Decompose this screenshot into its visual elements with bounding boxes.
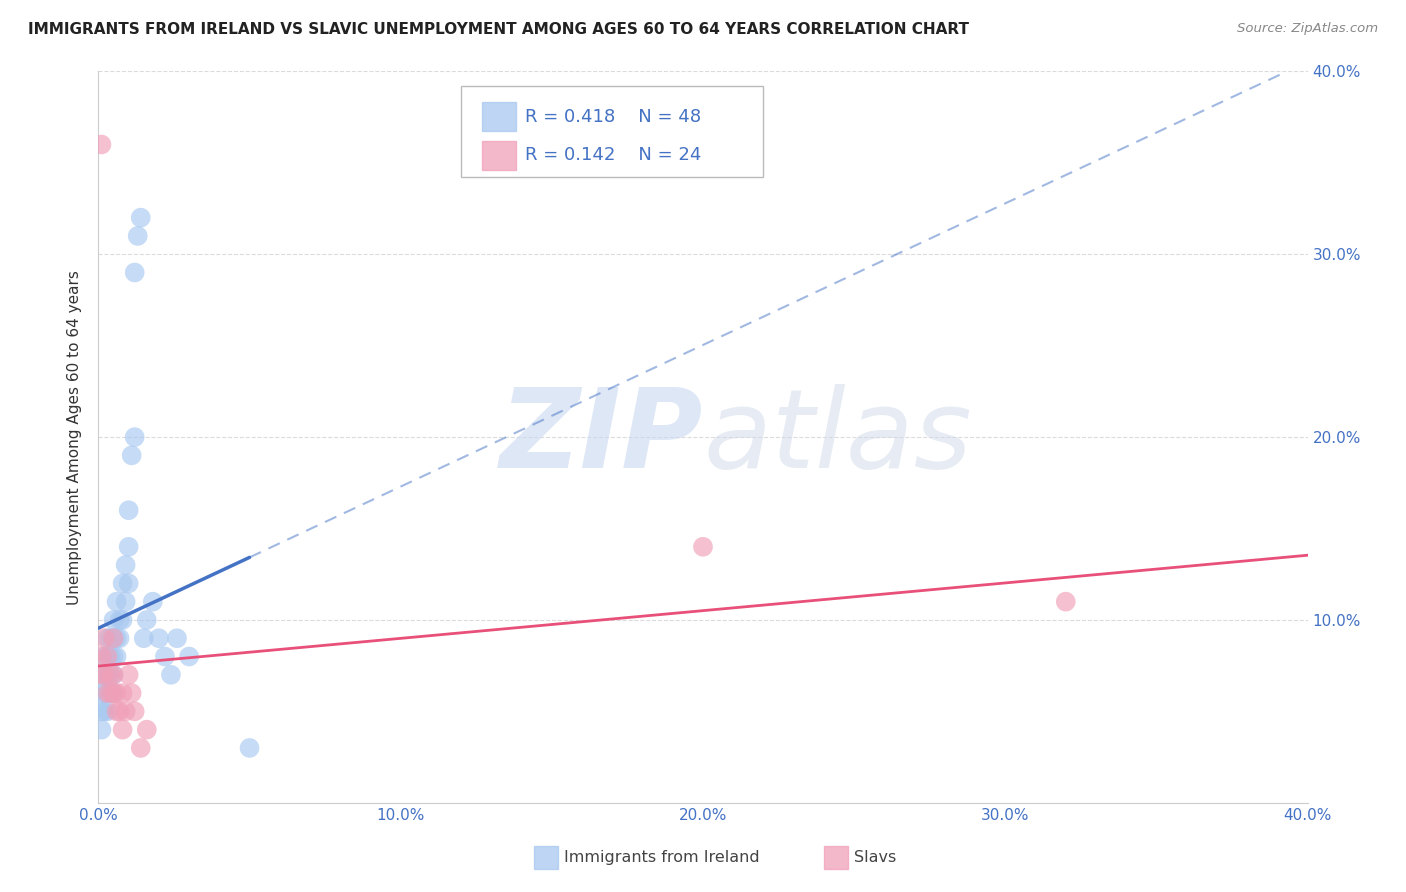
Point (100, 686, 122, 700)
Point (118, 540, 141, 554)
Point (103, 632, 125, 646)
Point (118, 667, 141, 681)
Point (100, 667, 122, 681)
Point (103, 667, 125, 681)
Point (129, 211, 152, 225)
Point (103, 632, 125, 646)
Point (105, 632, 128, 646)
Point (90, 137, 112, 152)
Point (100, 667, 122, 681)
Text: ZIP: ZIP (499, 384, 703, 491)
Bar (824, 846, 848, 870)
Point (129, 740, 152, 755)
Point (96, 705, 118, 719)
Bar (482, 141, 516, 170)
Point (111, 576, 134, 591)
Point (239, 740, 262, 755)
Point (1054, 594, 1077, 608)
Text: Slavs: Slavs (855, 850, 897, 865)
Point (90, 686, 112, 700)
Point (124, 705, 146, 719)
Point (105, 594, 128, 608)
Point (93, 705, 115, 719)
Point (108, 632, 131, 646)
Point (111, 613, 134, 627)
Point (111, 686, 134, 700)
Point (127, 229, 149, 244)
Point (96, 632, 118, 646)
Y-axis label: Unemployment Among Ages 60 to 64 years: Unemployment Among Ages 60 to 64 years (67, 269, 83, 605)
Point (93, 632, 115, 646)
Point (124, 430, 146, 444)
Point (100, 649, 122, 664)
Point (114, 705, 136, 719)
Point (105, 649, 128, 664)
Point (108, 613, 131, 627)
Point (90, 649, 112, 664)
Point (148, 632, 170, 646)
FancyBboxPatch shape (461, 86, 763, 178)
Point (121, 686, 143, 700)
Point (90, 705, 112, 719)
Point (93, 667, 115, 681)
Point (96, 667, 118, 681)
Point (108, 705, 131, 719)
Point (153, 649, 176, 664)
Text: R = 0.418    N = 48: R = 0.418 N = 48 (526, 108, 702, 126)
Text: Immigrants from Ireland: Immigrants from Ireland (564, 850, 759, 865)
Text: IMMIGRANTS FROM IRELAND VS SLAVIC UNEMPLOYMENT AMONG AGES 60 TO 64 YEARS CORRELA: IMMIGRANTS FROM IRELAND VS SLAVIC UNEMPL… (28, 22, 969, 37)
Point (111, 723, 134, 737)
Bar (482, 102, 516, 131)
Bar (534, 846, 558, 870)
Point (179, 649, 201, 664)
Point (118, 576, 141, 591)
Point (96, 649, 118, 664)
Point (96, 686, 118, 700)
Point (142, 594, 165, 608)
Point (103, 649, 125, 664)
Point (90, 723, 112, 737)
Point (100, 686, 122, 700)
Point (93, 649, 115, 664)
Point (166, 632, 188, 646)
Point (105, 705, 128, 719)
Point (132, 632, 155, 646)
Point (100, 632, 122, 646)
Point (114, 594, 136, 608)
Point (114, 558, 136, 573)
Point (96, 686, 118, 700)
Point (121, 448, 143, 462)
Point (135, 723, 157, 737)
Point (135, 613, 157, 627)
Point (93, 686, 115, 700)
Text: R = 0.142    N = 24: R = 0.142 N = 24 (526, 146, 702, 164)
Point (103, 613, 125, 627)
Point (103, 686, 125, 700)
Point (118, 503, 141, 517)
Text: atlas: atlas (703, 384, 972, 491)
Point (105, 686, 128, 700)
Point (103, 667, 125, 681)
Point (90, 667, 112, 681)
Point (93, 667, 115, 681)
Point (96, 649, 118, 664)
Point (124, 266, 146, 280)
Point (90, 667, 112, 681)
Point (103, 686, 125, 700)
Text: Source: ZipAtlas.com: Source: ZipAtlas.com (1237, 22, 1378, 36)
Point (160, 667, 183, 681)
Point (692, 540, 714, 554)
